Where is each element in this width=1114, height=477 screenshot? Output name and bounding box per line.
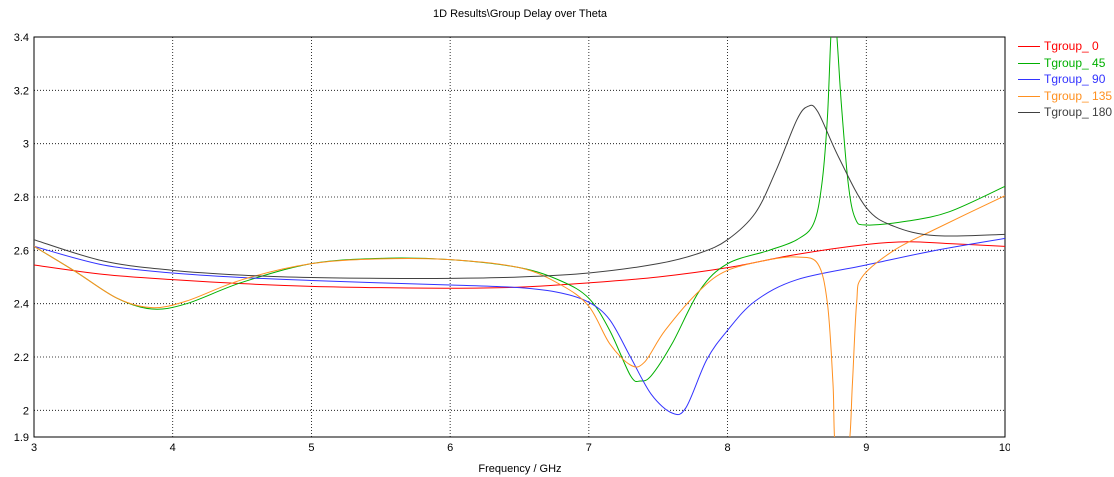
x-tick-label: 7 (586, 442, 592, 454)
x-tick-label: 9 (863, 442, 869, 454)
x-axis-label: Frequency / GHz (478, 463, 562, 475)
legend-label: Tgroup_ 180 (1044, 105, 1113, 119)
legend-swatch (1018, 95, 1040, 97)
legend-swatch (1018, 62, 1040, 64)
legend-label: Tgroup_ 90 (1044, 72, 1106, 86)
legend-swatch (1018, 79, 1040, 80)
series-line-4 (34, 104, 1005, 279)
legend-label: Tgroup_ 45 (1044, 55, 1106, 70)
series-line-3 (34, 195, 1005, 437)
y-tick-label: 2 (23, 405, 29, 417)
y-tick-label: 3.4 (14, 32, 29, 44)
series-line-1 (34, 37, 1005, 383)
series-group (34, 37, 1005, 437)
y-tick-label: 2.2 (14, 352, 29, 364)
x-tick-label: 6 (447, 442, 453, 454)
legend-label: Tgroup_ 135 (1044, 88, 1113, 103)
chart-title: 1D Results\Group Delay over Theta (432, 8, 608, 20)
y-tick-label: 3 (23, 139, 29, 151)
x-tick-label: 3 (31, 442, 37, 454)
y-tick-label: 2.6 (14, 245, 29, 257)
x-tick-label: 8 (725, 442, 731, 454)
x-tick-label: 5 (308, 442, 314, 454)
series-line-2 (34, 237, 1005, 416)
x-tick-label: 10 (999, 442, 1010, 454)
x-tick-label: 4 (170, 442, 176, 454)
legend-label: Tgroup_ 0 (1044, 39, 1099, 53)
y-tick-label: 2.8 (14, 192, 29, 204)
y-tick-label: 1.9 (14, 432, 29, 444)
y-tick-label: 3.2 (14, 85, 29, 97)
plot-area: 3 4 5 6 7 8 9 10 1.9 2 2.2 2.4 2.6 2.8 3 3.2 3.4 (14, 32, 1010, 454)
y-tick-label: 2.4 (14, 299, 29, 311)
legend-swatch (1018, 112, 1040, 113)
series-line-0 (34, 241, 1005, 289)
legend-swatch (1018, 46, 1040, 47)
plot-frame (33, 36, 1006, 438)
